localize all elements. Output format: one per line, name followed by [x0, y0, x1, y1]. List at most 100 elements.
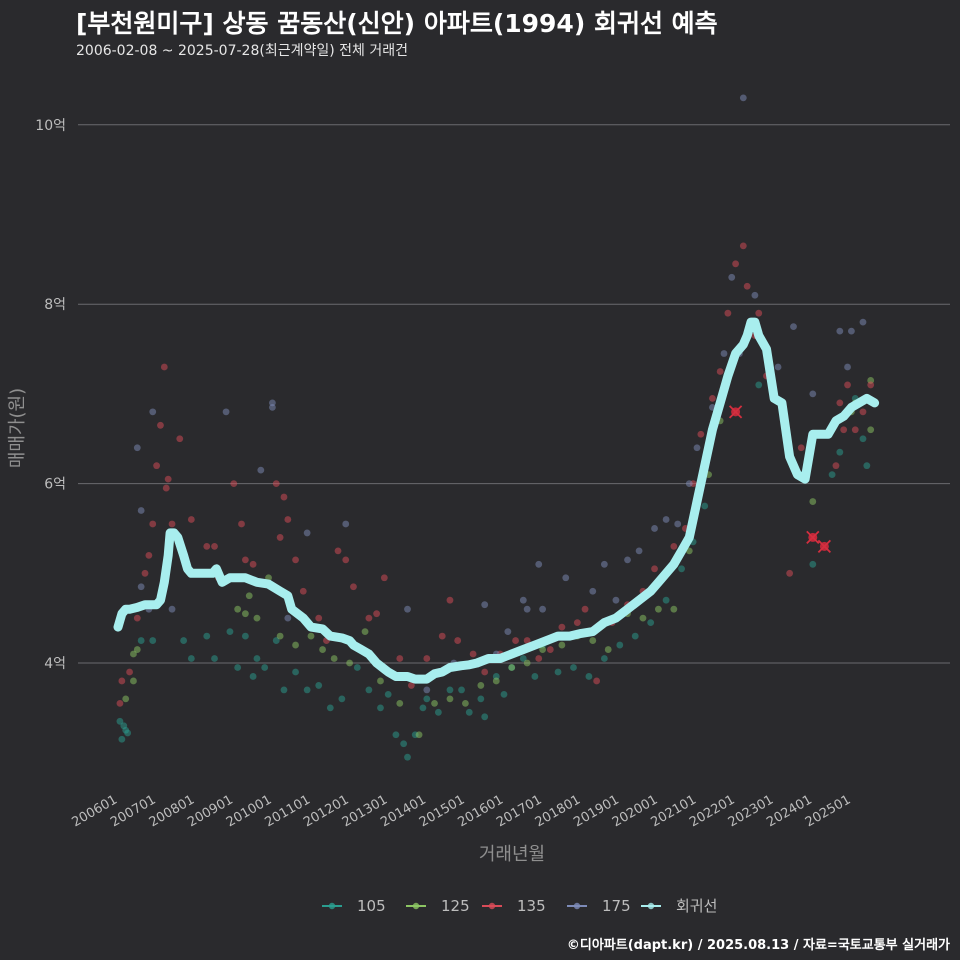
data-point-135	[558, 623, 566, 631]
data-point-105	[809, 560, 817, 568]
data-point-135	[481, 668, 489, 676]
legend-label: 125	[441, 897, 470, 915]
data-point-125	[431, 699, 438, 707]
data-point-135	[276, 534, 284, 541]
data-point-135	[836, 399, 844, 407]
data-point-125	[589, 637, 597, 644]
data-point-135	[292, 556, 299, 564]
data-point-125	[330, 655, 338, 662]
data-point-105	[226, 628, 234, 636]
data-point-135	[697, 430, 705, 438]
data-point-175	[809, 390, 817, 398]
data-point-105	[292, 668, 299, 676]
data-point-175	[504, 628, 512, 636]
data-point-105	[662, 596, 670, 604]
data-point-135	[438, 632, 446, 640]
data-point-125	[604, 646, 612, 653]
legend-marker	[412, 902, 420, 910]
data-point-135	[709, 394, 716, 402]
data-point-175	[790, 323, 797, 331]
data-point-175	[481, 601, 489, 609]
data-point-125	[655, 605, 662, 613]
data-point-135	[573, 619, 581, 627]
data-point-105	[836, 448, 844, 456]
data-point-175	[137, 507, 145, 514]
data-point-125	[558, 641, 566, 649]
legend-marker	[647, 902, 655, 910]
data-point-105	[419, 704, 427, 712]
data-point-135	[724, 309, 732, 317]
data-point-135	[168, 520, 176, 528]
data-point-105	[863, 462, 871, 470]
data-point-125	[809, 498, 817, 505]
data-point-105	[477, 695, 485, 703]
data-point-125	[133, 646, 141, 653]
legend: 105 125 135 175 회귀선	[322, 897, 717, 915]
data-point-125	[492, 677, 500, 685]
data-point-135	[380, 574, 388, 582]
data-point-105	[828, 471, 836, 479]
data-point-135	[162, 484, 170, 492]
data-point-125	[477, 682, 485, 689]
highlighted-point	[728, 405, 743, 419]
data-point-135	[350, 583, 357, 591]
data-point-135	[176, 435, 184, 443]
y-axis-title: 매매가(원)	[7, 388, 28, 468]
data-point-105	[755, 381, 763, 389]
data-point-125	[508, 664, 516, 671]
data-point-105	[137, 637, 145, 644]
data-point-125	[462, 699, 469, 707]
data-point-135	[299, 587, 307, 595]
legend-item: 회귀선	[641, 897, 717, 915]
data-point-175	[635, 547, 643, 555]
data-point-135	[157, 421, 164, 429]
data-point-175	[519, 596, 527, 604]
data-point-175	[589, 587, 597, 595]
data-point-135	[164, 475, 172, 483]
data-point-125	[245, 592, 253, 600]
data-point-125	[867, 426, 875, 434]
data-point-105	[600, 655, 608, 662]
data-point-135	[116, 699, 124, 707]
data-point-105	[116, 717, 124, 725]
data-point-175	[674, 520, 682, 528]
data-point-135	[423, 655, 431, 662]
data-point-135	[334, 547, 342, 555]
data-point-105	[280, 686, 288, 694]
data-point-105	[261, 664, 269, 671]
x-axis-ticks: 2006012007012008012009012010012011012012…	[70, 792, 854, 830]
data-point-125	[292, 641, 299, 649]
data-point-125	[346, 659, 353, 667]
data-point-175	[523, 605, 531, 613]
data-point-105	[241, 632, 249, 640]
caption: ©디아파트(dapt.kr) / 2025.08.13 / 자료=국토교통부 실…	[566, 938, 950, 953]
data-point-135	[581, 605, 589, 613]
data-point-125	[253, 614, 261, 622]
y-tick-label: 8억	[44, 297, 66, 313]
data-point-175	[848, 327, 855, 335]
data-point-135	[786, 569, 794, 577]
data-point-135	[739, 242, 747, 250]
legend-marker	[328, 902, 336, 910]
data-point-135	[546, 646, 554, 653]
data-point-175	[612, 596, 620, 604]
data-point-135	[407, 682, 415, 689]
data-point-135	[118, 677, 126, 685]
data-point-125	[307, 632, 315, 640]
highlighted-points	[728, 405, 832, 554]
data-point-175	[600, 560, 608, 568]
data-point-175	[836, 327, 844, 335]
data-point-125	[446, 695, 454, 703]
legend-label: 105	[357, 897, 386, 915]
data-point-175	[728, 273, 736, 281]
y-tick-label: 10억	[35, 118, 66, 134]
data-point-105	[392, 731, 400, 739]
data-point-135	[342, 556, 350, 564]
legend-item: 135	[482, 897, 546, 915]
data-point-125	[377, 677, 384, 685]
x-axis-title: 거래년월	[479, 844, 545, 865]
y-tick-label: 4억	[44, 656, 66, 672]
data-point-175	[739, 94, 747, 102]
data-point-135	[133, 614, 141, 622]
